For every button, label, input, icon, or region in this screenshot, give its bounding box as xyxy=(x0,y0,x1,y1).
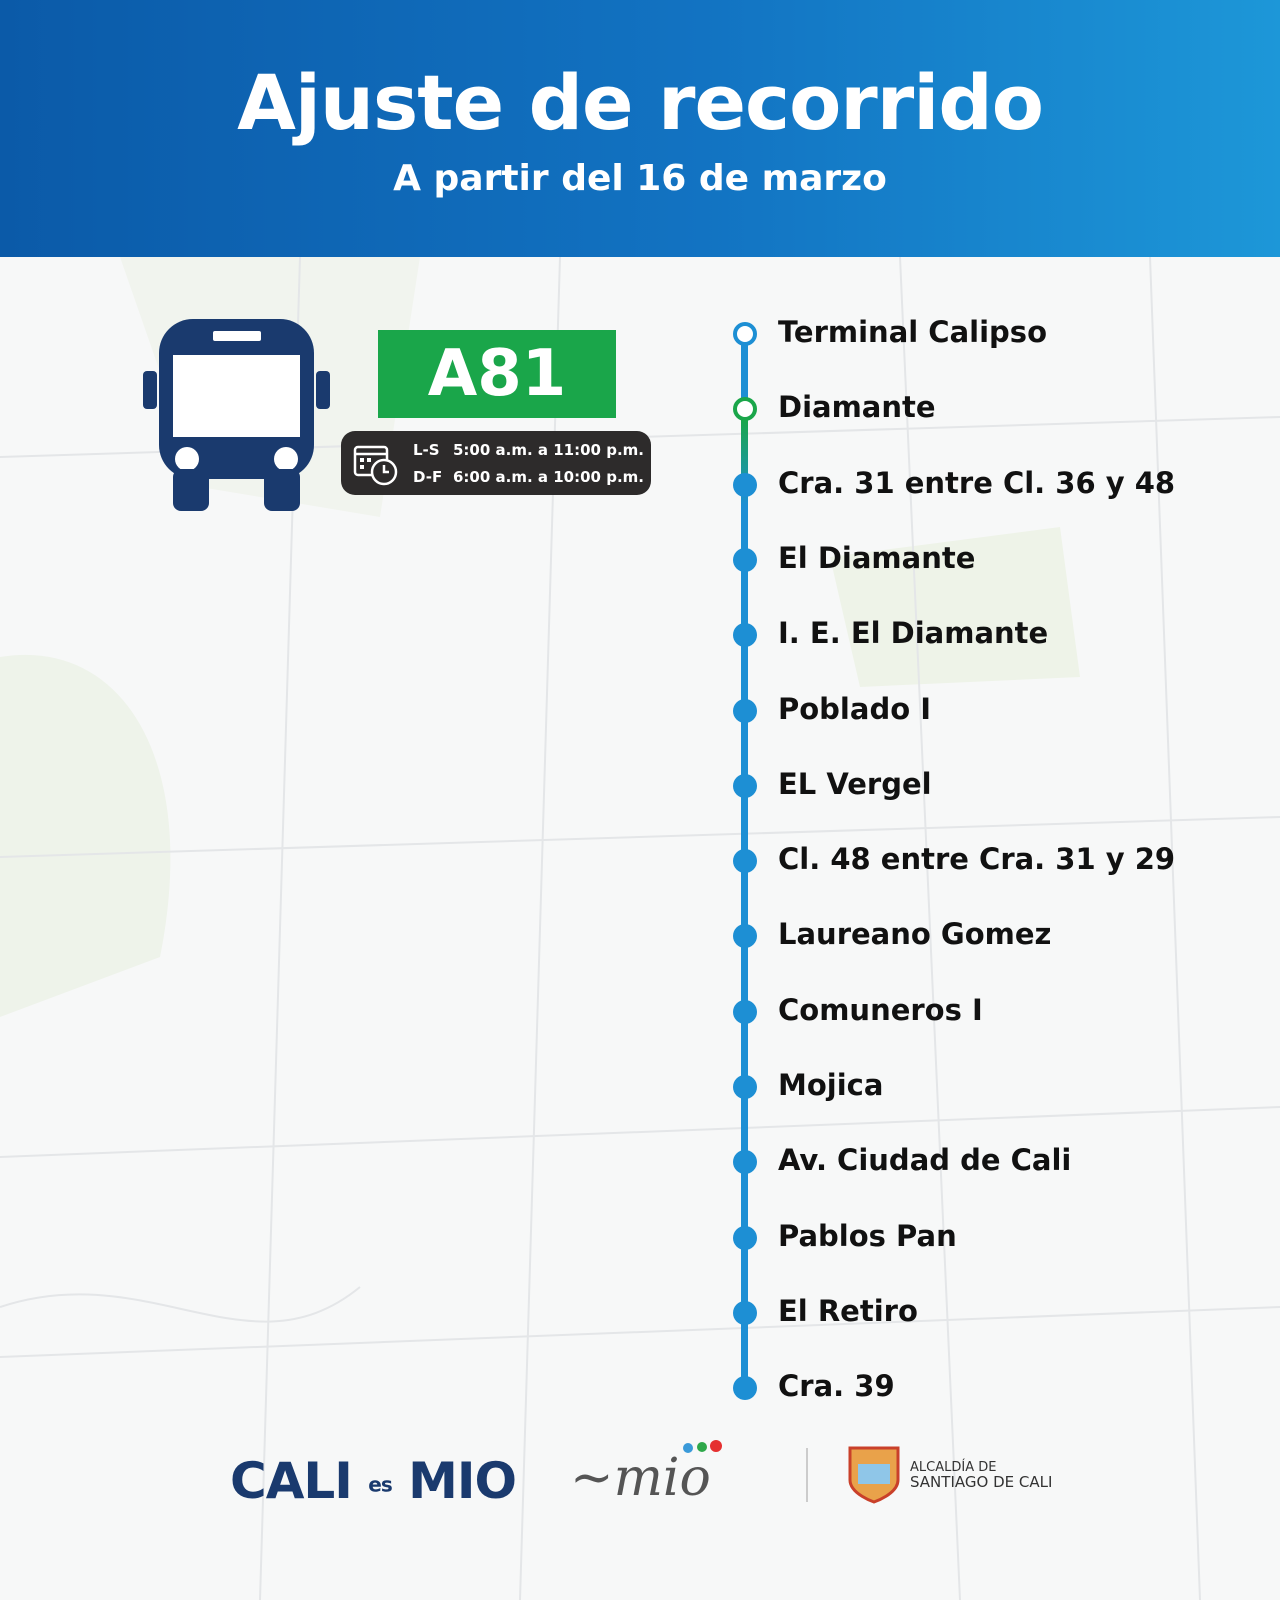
mio-dots-icon xyxy=(683,1440,722,1453)
alcaldia-logo-text: ALCALDÍA DE SANTIAGO DE CALI xyxy=(910,1460,1052,1491)
cali-es-mio-logo: CALI es MIO xyxy=(230,1452,517,1510)
stop-label: El Diamante xyxy=(778,540,976,575)
stop-label: Poblado I xyxy=(778,691,932,726)
stop-marker-icon xyxy=(733,773,757,798)
stop-marker-icon xyxy=(733,1150,757,1175)
stop-marker-icon xyxy=(733,999,757,1024)
stop-label: I. E. El Diamante xyxy=(778,616,1049,651)
page-subtitle: A partir del 16 de marzo xyxy=(393,158,887,199)
stop-marker-icon xyxy=(733,1225,757,1250)
stop-marker-icon xyxy=(733,924,757,949)
schedule-row: D-F 6:00 a.m. a 10:00 p.m. xyxy=(413,468,644,486)
bus-icon xyxy=(143,319,330,511)
stop-label: Terminal Calipso xyxy=(778,315,1047,349)
stop-marker-icon xyxy=(733,698,757,723)
schedule-hours: 5:00 a.m. a 11:00 p.m. xyxy=(453,441,644,459)
stop-marker-icon xyxy=(733,623,757,648)
stop-marker-icon xyxy=(733,472,757,497)
stop-label: Cra. 31 entre Cl. 36 y 48 xyxy=(778,465,1176,500)
mio-logo: ~mio xyxy=(570,1440,722,1508)
alcaldia-line1: ALCALDÍA DE xyxy=(910,1460,997,1475)
footer-logos: CALI es MIO ~mio ALCALDÍA DE SANTIAGO DE … xyxy=(0,1440,1280,1520)
header-banner: Ajuste de recorrido A partir del 16 de m… xyxy=(0,0,1280,257)
calendar-clock-icon xyxy=(353,445,398,486)
stop-label: Av. Ciudad de Cali xyxy=(778,1143,1072,1178)
stop-label: Mojica xyxy=(778,1068,884,1102)
route-code-badge: A81 xyxy=(378,330,616,418)
schedule-row: L-S 5:00 a.m. a 11:00 p.m. xyxy=(413,441,644,459)
stop-label: Comuneros I xyxy=(778,992,983,1027)
stop-label: Cl. 48 entre Cra. 31 y 29 xyxy=(778,842,1176,877)
stop-marker-icon xyxy=(733,1376,757,1401)
stop-marker-icon xyxy=(733,547,757,572)
schedule-hours: 6:00 a.m. a 10:00 p.m. xyxy=(453,468,644,486)
stop-label: Diamante xyxy=(778,390,936,425)
stop-hollow-marker-icon xyxy=(733,322,757,346)
schedule-box: L-S 5:00 a.m. a 11:00 p.m. D-F 6:00 a.m. a… xyxy=(341,431,651,495)
stop-marker-icon xyxy=(733,1075,757,1099)
stop-marker-icon xyxy=(733,849,757,874)
page-title: Ajuste de recorrido xyxy=(237,58,1044,147)
divider xyxy=(806,1448,808,1502)
stop-label: Laureano Gomez xyxy=(778,917,1052,952)
schedule-days: L-S xyxy=(413,441,440,459)
cali-coat-of-arms-icon xyxy=(848,1446,900,1504)
stop-hollow-marker-icon xyxy=(733,397,757,422)
stop-label: Cra. 39 xyxy=(778,1369,895,1404)
stop-label: El Retiro xyxy=(778,1293,918,1328)
stop-label: EL Vergel xyxy=(778,766,932,801)
alcaldia-line2: SANTIAGO DE CALI xyxy=(910,1473,1053,1491)
schedule-days: D-F xyxy=(413,468,443,486)
stop-label: Pablos Pan xyxy=(778,1218,957,1253)
stop-marker-icon xyxy=(733,1300,757,1325)
